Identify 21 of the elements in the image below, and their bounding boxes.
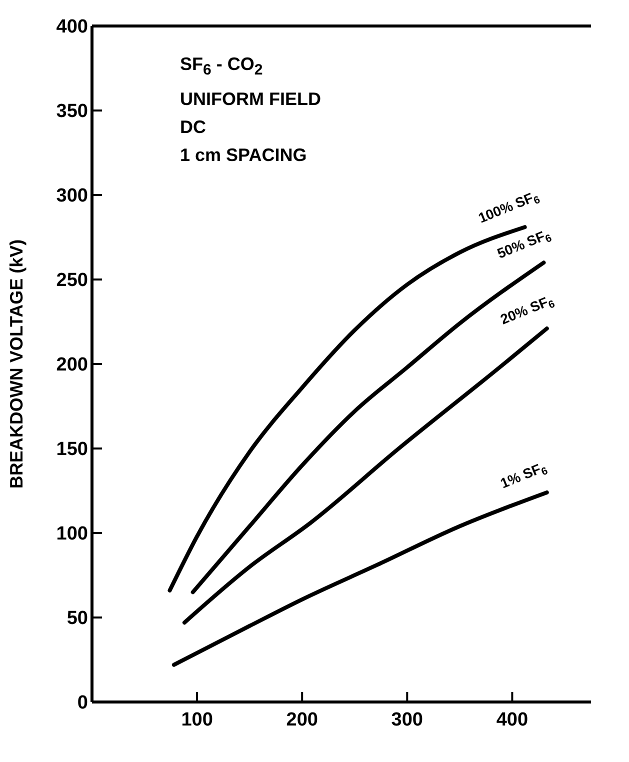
y-tick-label: 250 — [56, 270, 88, 292]
annotation: DC — [180, 116, 207, 139]
x-tick-label: 100 — [181, 709, 213, 730]
y-tick-label: 200 — [56, 354, 88, 376]
annotation: SF$_{6}$ - CO$_{2}$ — [180, 53, 264, 81]
y-tick-label: 300 — [56, 186, 88, 207]
x-tick-label: 400 — [496, 709, 528, 730]
annotation: 1 cm SPACING — [180, 144, 308, 167]
y-tick-label: 150 — [56, 439, 88, 460]
line-series — [190, 260, 546, 594]
x-tick-label: 300 — [391, 709, 424, 730]
x-tick-label: 200 — [286, 709, 318, 730]
annotation: UNIFORM FIELD — [180, 88, 321, 111]
y-axis-title: BREAKDOWN VOLTAGE (kV) — [6, 239, 26, 489]
line-series — [182, 326, 549, 625]
y-tick-label: 350 — [56, 101, 88, 122]
y-tick-label: 50 — [66, 608, 88, 630]
y-tick-label: 0 — [77, 692, 88, 714]
y-tick-label: 100 — [56, 524, 88, 545]
y-tick-label: 400 — [56, 16, 88, 38]
line-series — [172, 490, 549, 667]
